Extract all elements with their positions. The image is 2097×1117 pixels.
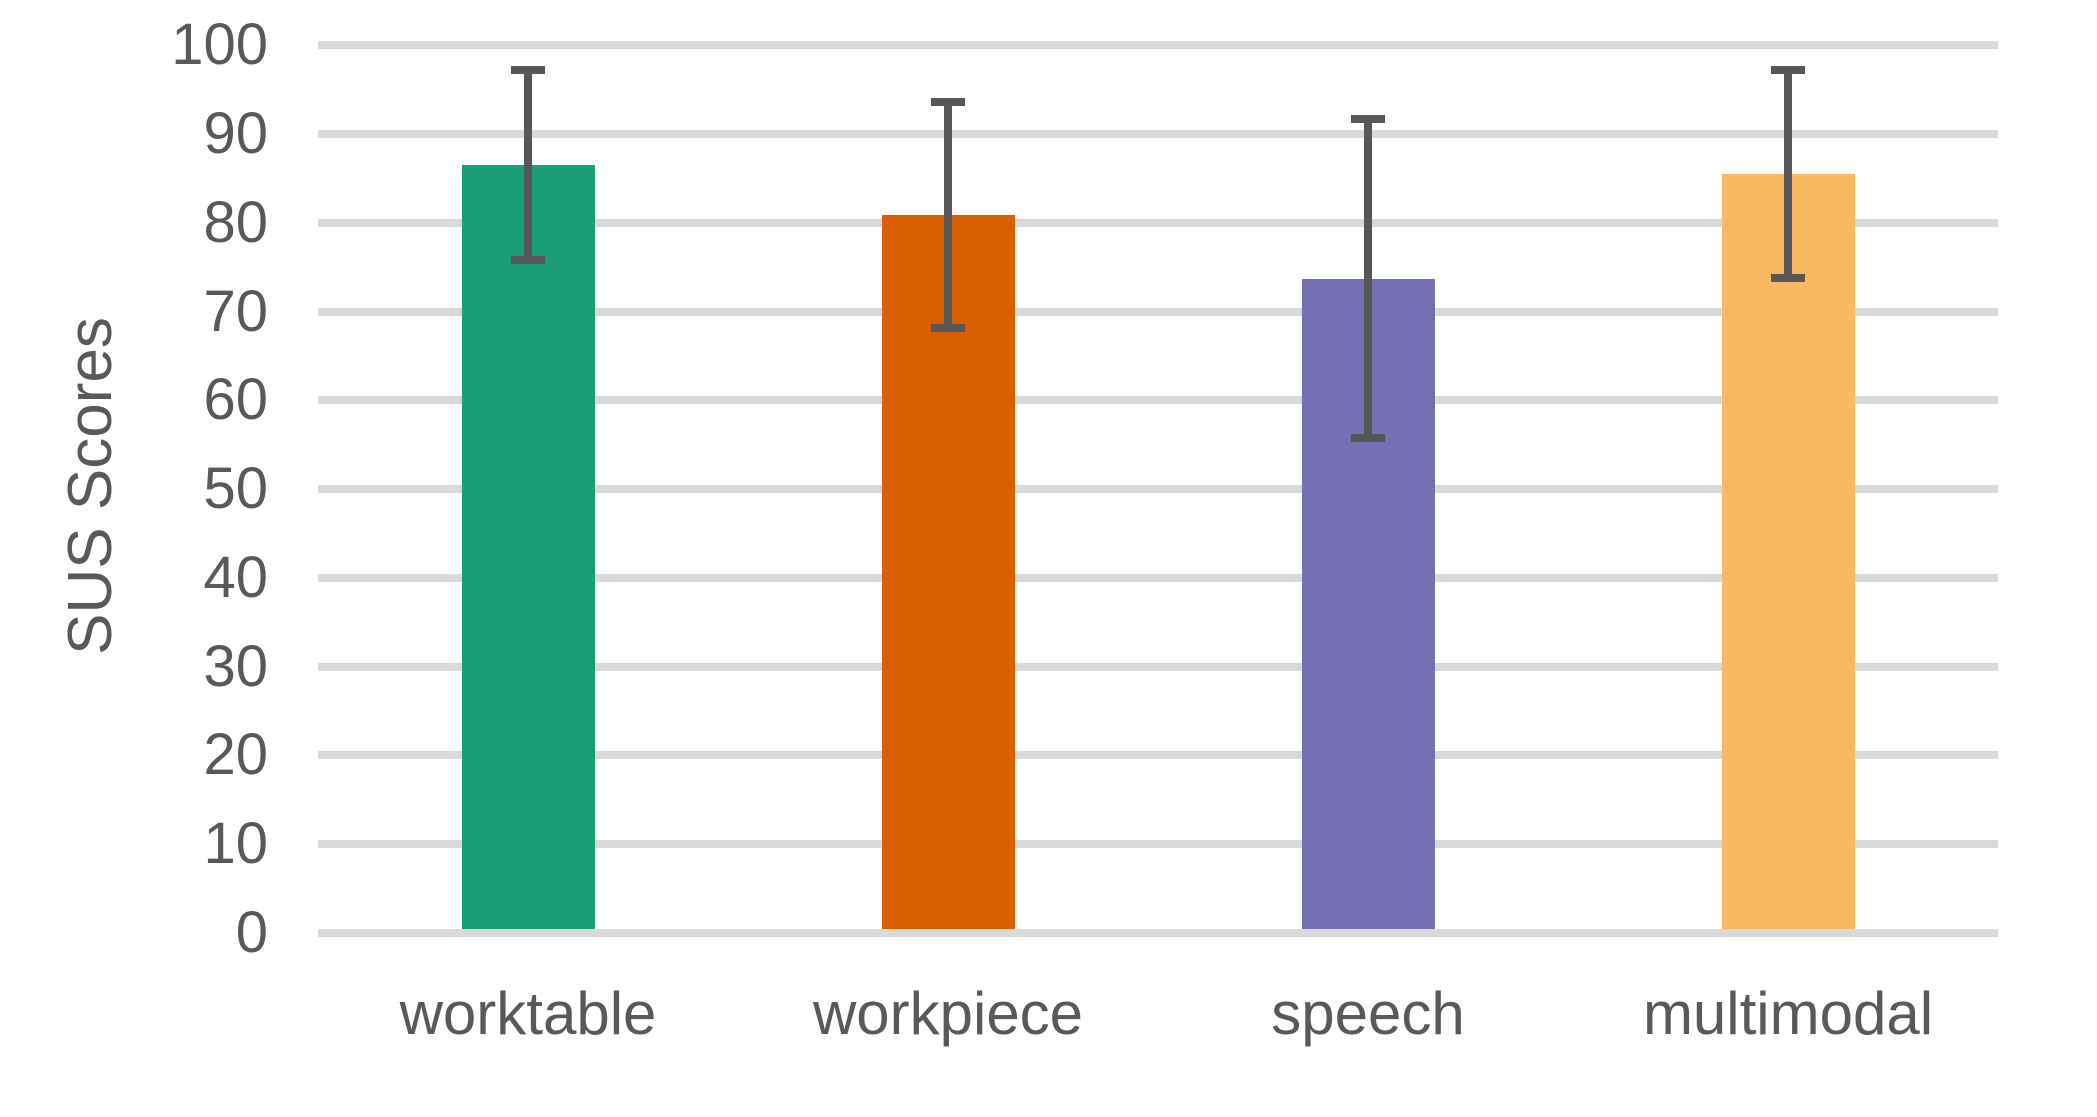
error-whisker-multimodal <box>1784 70 1792 278</box>
error-cap-top-multimodal <box>1771 66 1805 75</box>
x-category-label-speech: speech <box>1271 980 1465 1047</box>
error-whisker-speech <box>1364 118 1372 439</box>
y-tick-label-40: 40 <box>203 544 268 610</box>
error-cap-bottom-worktable <box>511 256 545 265</box>
error-whisker-worktable <box>524 70 532 261</box>
x-category-label-multimodal: multimodal <box>1642 980 1934 1047</box>
error-cap-bottom-speech <box>1351 434 1385 443</box>
y-tick-label-100: 100 <box>171 12 268 78</box>
error-whisker-workpiece <box>944 102 952 328</box>
gridline-50 <box>318 485 1998 494</box>
gridline-60 <box>318 396 1998 405</box>
y-tick-label-70: 70 <box>203 278 268 344</box>
gridline-70 <box>318 307 1998 316</box>
error-cap-top-workpiece <box>931 98 965 107</box>
gridline-90 <box>318 129 1998 138</box>
bar-multimodal <box>1721 173 1855 929</box>
x-category-label-worktable: worktable <box>399 980 657 1047</box>
gridline-30 <box>318 662 1998 671</box>
gridline-100 <box>318 41 1998 50</box>
gridline-20 <box>318 751 1998 760</box>
y-tick-label-60: 60 <box>203 367 268 433</box>
gridline-80 <box>318 218 1998 227</box>
y-tick-label-50: 50 <box>203 456 268 522</box>
y-tick-label-80: 80 <box>203 189 268 255</box>
error-cap-top-speech <box>1351 114 1385 123</box>
y-tick-label-30: 30 <box>203 633 268 699</box>
error-cap-bottom-multimodal <box>1771 273 1805 282</box>
error-cap-bottom-workpiece <box>931 323 965 332</box>
gridline-0 <box>318 929 1998 937</box>
y-tick-label-90: 90 <box>203 100 268 166</box>
y-tick-label-20: 20 <box>203 722 268 788</box>
gridline-10 <box>318 840 1998 849</box>
gridline-40 <box>318 573 1998 582</box>
y-tick-label-0: 0 <box>235 900 268 965</box>
y-tick-label-10: 10 <box>203 811 268 877</box>
x-category-label-workpiece: workpiece <box>812 980 1084 1047</box>
error-cap-top-worktable <box>511 66 545 75</box>
bar-workpiece <box>881 214 1015 929</box>
bar-worktable <box>461 165 595 929</box>
